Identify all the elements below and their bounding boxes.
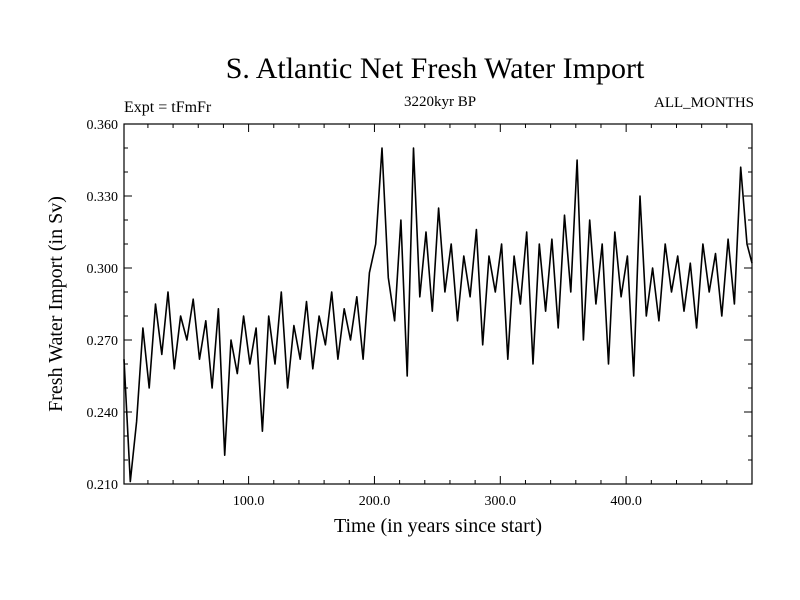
y-tick-label: 0.360 bbox=[87, 118, 119, 133]
y-tick-label: 0.300 bbox=[87, 262, 119, 277]
plot-frame bbox=[123, 123, 753, 485]
y-tick-label: 0.330 bbox=[87, 190, 119, 205]
tick-labels: 0.210 0.240 0.270 0.300 0.330 0.360 100.0 200.0… bbox=[87, 118, 642, 509]
y-tick-label: 0.270 bbox=[87, 334, 119, 349]
x-tick-label: 100.0 bbox=[233, 494, 265, 509]
months-label: ALL_MONTHS bbox=[654, 95, 754, 111]
x-tick-label: 400.0 bbox=[610, 494, 642, 509]
x-tick-label: 300.0 bbox=[485, 494, 517, 509]
chart-title: S. Atlantic Net Fresh Water Import bbox=[225, 52, 645, 85]
series-line bbox=[123, 147, 753, 483]
x-tick-label: 200.0 bbox=[359, 494, 391, 509]
y-tick-label: 0.240 bbox=[87, 406, 119, 421]
y-axis-title: Fresh Water Import (in Sv) bbox=[45, 196, 67, 412]
experiment-label: Expt = tFmFr bbox=[124, 99, 212, 116]
series-layer bbox=[123, 147, 753, 483]
y-tick-label: 0.210 bbox=[87, 478, 119, 493]
x-axis-title: Time (in years since start) bbox=[334, 515, 542, 537]
chart-subtitle: 3220kyr BP bbox=[403, 94, 477, 110]
axis-ticks bbox=[124, 123, 753, 485]
